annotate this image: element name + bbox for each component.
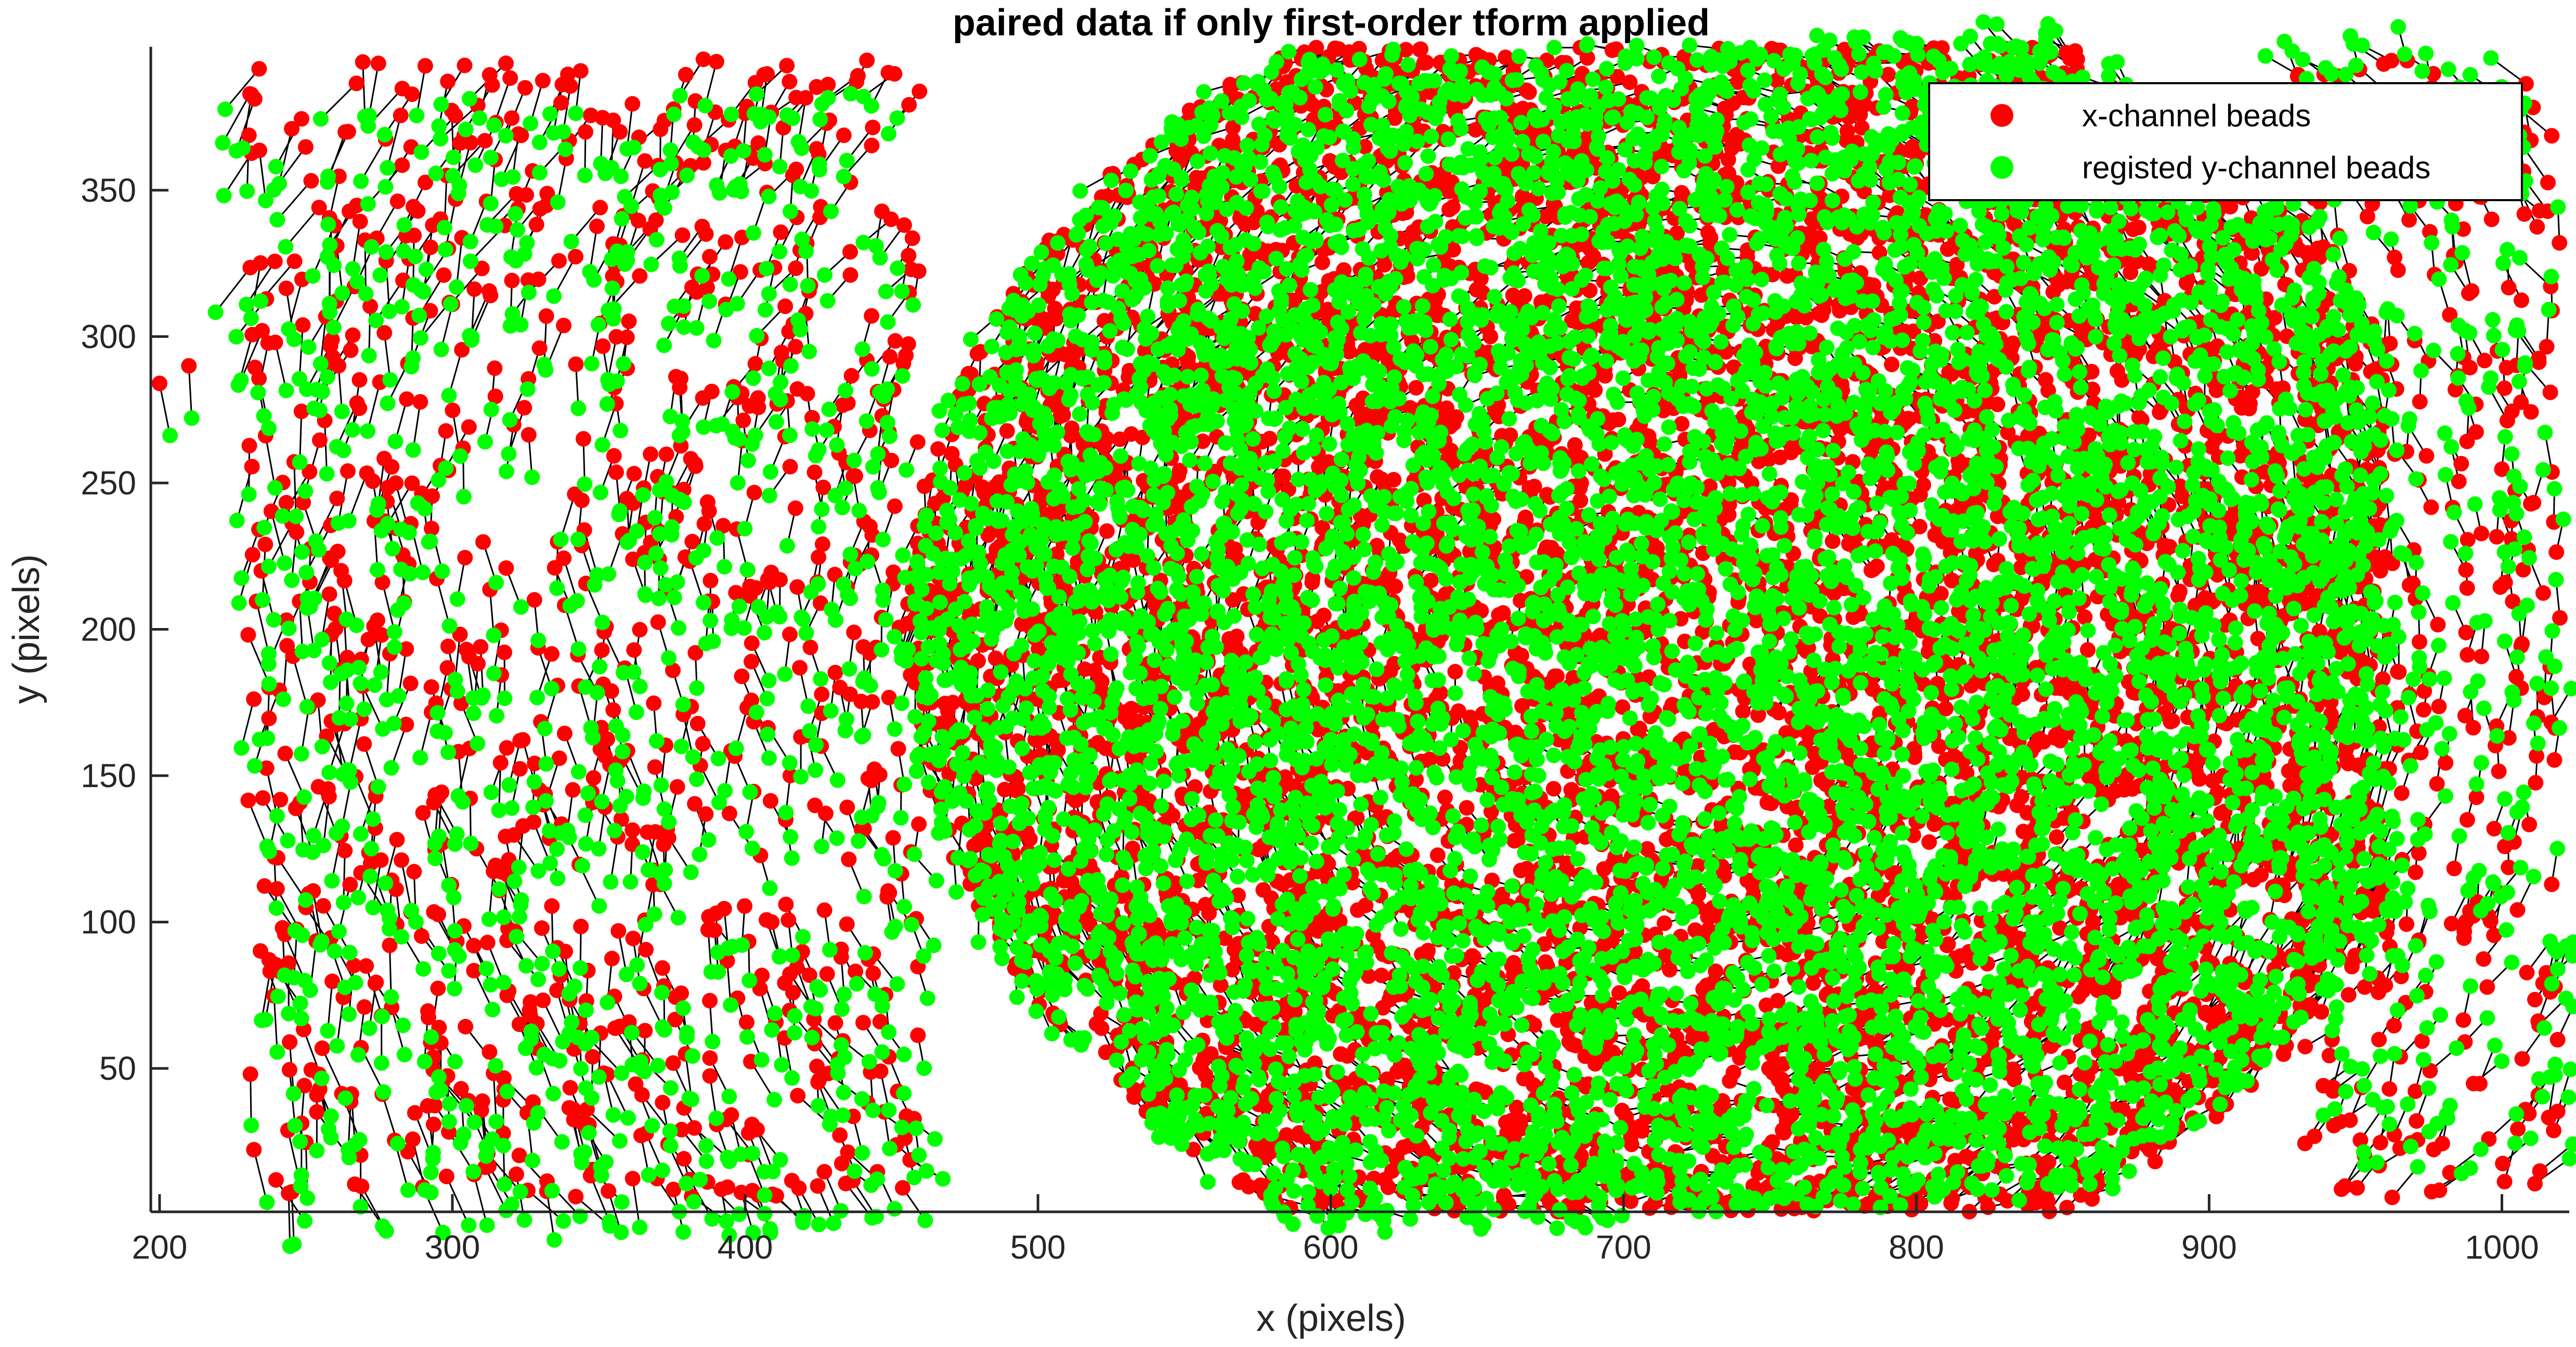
plot-area xyxy=(151,14,2576,1254)
chart-title: paired data if only first-order tform ap… xyxy=(953,2,1710,44)
